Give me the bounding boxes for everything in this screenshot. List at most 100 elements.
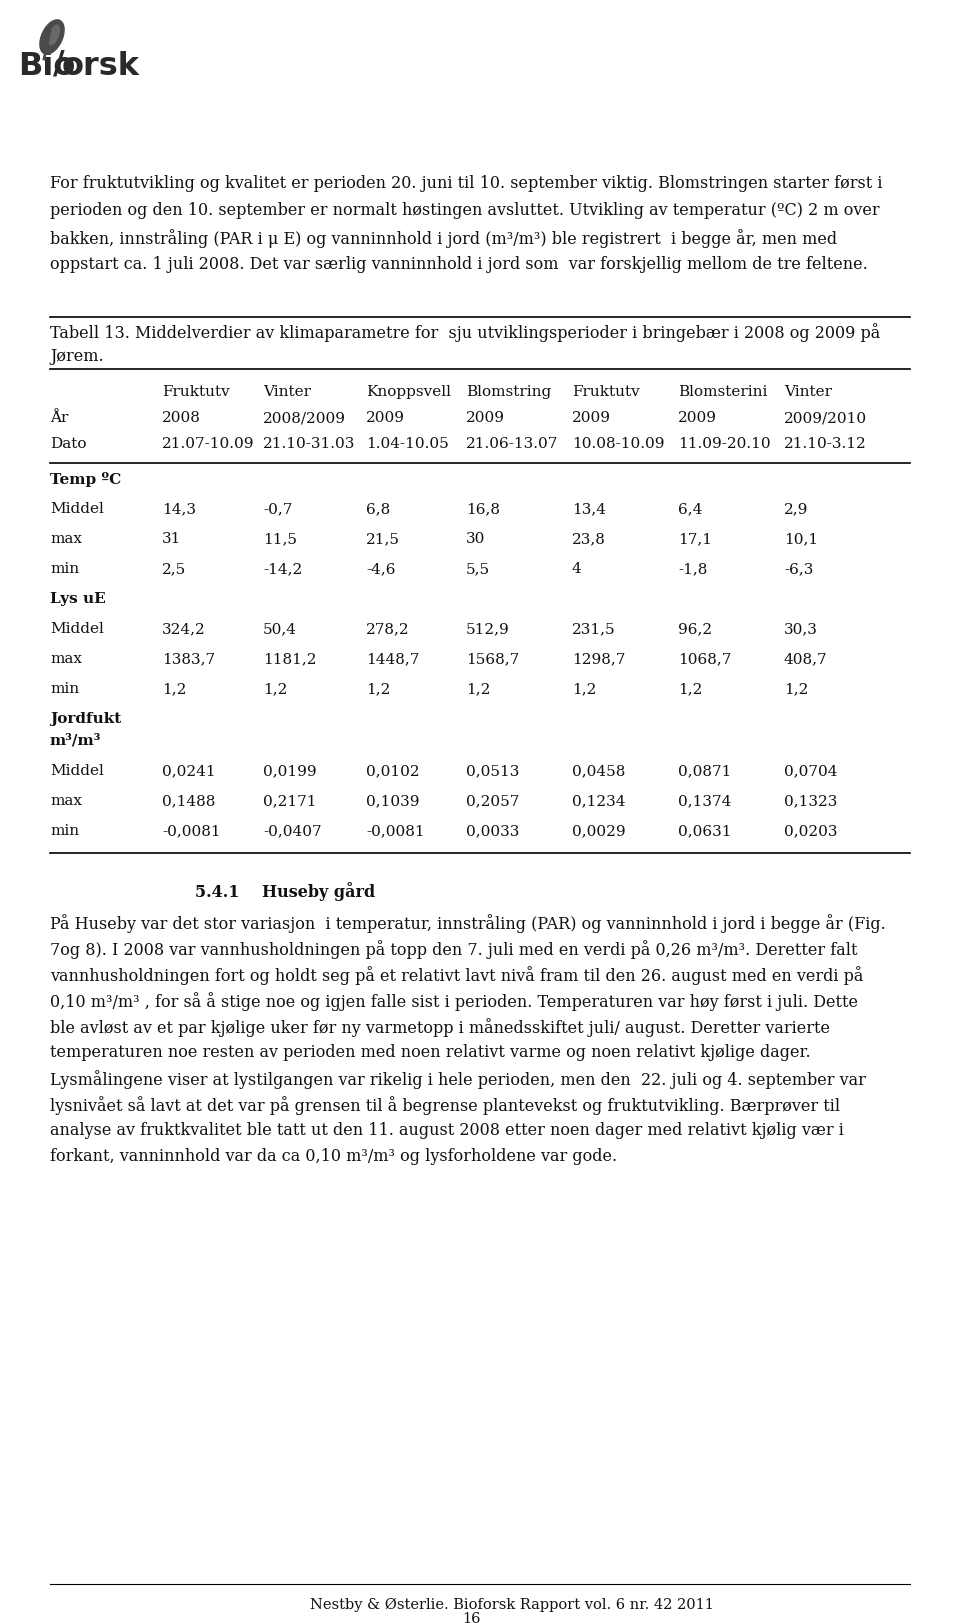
Text: 1568,7: 1568,7 — [466, 651, 519, 665]
Text: 1448,7: 1448,7 — [366, 651, 420, 665]
Text: analyse av fruktkvalitet ble tatt ut den 11. august 2008 etter noen dager med re: analyse av fruktkvalitet ble tatt ut den… — [50, 1121, 844, 1138]
Text: 1,2: 1,2 — [678, 682, 703, 696]
Text: 21,5: 21,5 — [366, 532, 400, 545]
Text: På Huseby var det stor variasjon  i temperatur, innstråling (PAR) og vanninnhold: På Huseby var det stor variasjon i tempe… — [50, 914, 886, 932]
Text: 278,2: 278,2 — [366, 622, 410, 636]
Text: 7og 8). I 2008 var vannhusholdningen på topp den 7. juli med en verdi på 0,26 m³: 7og 8). I 2008 var vannhusholdningen på … — [50, 940, 857, 958]
Text: max: max — [50, 794, 82, 808]
Text: 10.08-10.09: 10.08-10.09 — [572, 437, 664, 451]
Text: Bio: Bio — [18, 50, 76, 81]
Text: 1,2: 1,2 — [466, 682, 491, 696]
Text: max: max — [50, 532, 82, 545]
Text: orsk: orsk — [62, 50, 140, 81]
Text: År: År — [50, 411, 68, 425]
Text: -0,0407: -0,0407 — [263, 823, 322, 837]
Text: 324,2: 324,2 — [162, 622, 205, 636]
Text: 11,5: 11,5 — [263, 532, 297, 545]
Text: min: min — [50, 682, 79, 696]
Text: -0,7: -0,7 — [263, 502, 293, 516]
Text: 408,7: 408,7 — [784, 651, 828, 665]
Text: 5.4.1    Huseby gård: 5.4.1 Huseby gård — [195, 881, 375, 901]
Text: Jørem.: Jørem. — [50, 347, 104, 365]
Text: 1383,7: 1383,7 — [162, 651, 215, 665]
Text: 17,1: 17,1 — [678, 532, 712, 545]
Text: 2,5: 2,5 — [162, 562, 186, 576]
Text: Blomsterini: Blomsterini — [678, 385, 767, 399]
Text: 21.10-3.12: 21.10-3.12 — [784, 437, 867, 451]
Text: 1298,7: 1298,7 — [572, 651, 625, 665]
Text: min: min — [50, 823, 79, 837]
Text: 30: 30 — [466, 532, 486, 545]
Text: 1,2: 1,2 — [572, 682, 596, 696]
Text: bakken, innstråling (PAR i μ E) og vanninnhold i jord (m³/m³) ble registrert  i : bakken, innstråling (PAR i μ E) og vanni… — [50, 229, 837, 248]
Text: 2009: 2009 — [466, 411, 505, 425]
Ellipse shape — [48, 26, 60, 47]
Text: -0,0081: -0,0081 — [366, 823, 424, 837]
Text: Jordfukt: Jordfukt — [50, 711, 121, 725]
Text: Temp ºC: Temp ºC — [50, 472, 121, 487]
Text: 21.07-10.09: 21.07-10.09 — [162, 437, 254, 451]
Text: -6,3: -6,3 — [784, 562, 813, 576]
Text: temperaturen noe resten av perioden med noen relativt varme og noen relativt kjø: temperaturen noe resten av perioden med … — [50, 1044, 810, 1060]
Text: perioden og den 10. september er normalt høstingen avsluttet. Utvikling av tempe: perioden og den 10. september er normalt… — [50, 201, 879, 219]
Text: 0,1488: 0,1488 — [162, 794, 215, 808]
Text: 23,8: 23,8 — [572, 532, 606, 545]
Text: 2008/2009: 2008/2009 — [263, 411, 346, 425]
Text: 512,9: 512,9 — [466, 622, 510, 636]
Text: 2009: 2009 — [572, 411, 611, 425]
Text: 4: 4 — [572, 562, 582, 576]
Text: Middel: Middel — [50, 622, 104, 636]
Text: 0,0033: 0,0033 — [466, 823, 519, 837]
Text: 0,1234: 0,1234 — [572, 794, 626, 808]
Text: 0,2057: 0,2057 — [466, 794, 519, 808]
Text: Middel: Middel — [50, 502, 104, 516]
Text: 0,1039: 0,1039 — [366, 794, 420, 808]
Text: 0,10 m³/m³ , for så å stige noe og igjen falle sist i perioden. Temperaturen var: 0,10 m³/m³ , for så å stige noe og igjen… — [50, 992, 858, 1010]
Text: 96,2: 96,2 — [678, 622, 712, 636]
Text: 13,4: 13,4 — [572, 502, 606, 516]
Text: 0,0029: 0,0029 — [572, 823, 626, 837]
Text: lysnivået så lavt at det var på grensen til å begrense plantevekst og fruktutvik: lysnivået så lavt at det var på grensen … — [50, 1096, 840, 1115]
Text: 11.09-20.10: 11.09-20.10 — [678, 437, 771, 451]
Text: oppstart ca. 1 juli 2008. Det var særlig vanninnhold i jord som  var forskjellig: oppstart ca. 1 juli 2008. Det var særlig… — [50, 256, 868, 273]
Text: 2009: 2009 — [366, 411, 405, 425]
Text: min: min — [50, 562, 79, 576]
Text: 0,1374: 0,1374 — [678, 794, 732, 808]
Text: vannhusholdningen fort og holdt seg på et relativt lavt nivå fram til den 26. au: vannhusholdningen fort og holdt seg på e… — [50, 966, 863, 984]
Text: 31: 31 — [162, 532, 181, 545]
Text: 0,0199: 0,0199 — [263, 763, 317, 777]
Text: Fruktutv: Fruktutv — [162, 385, 229, 399]
Text: 2008: 2008 — [162, 411, 201, 425]
Text: 1181,2: 1181,2 — [263, 651, 317, 665]
Text: Middel: Middel — [50, 763, 104, 777]
Text: 0,0203: 0,0203 — [784, 823, 837, 837]
Ellipse shape — [39, 19, 65, 55]
Text: 0,2171: 0,2171 — [263, 794, 317, 808]
Text: 16: 16 — [462, 1612, 481, 1623]
Text: -1,8: -1,8 — [678, 562, 708, 576]
Text: m³/m³: m³/m³ — [50, 734, 102, 748]
Text: 6,8: 6,8 — [366, 502, 391, 516]
Text: 0,1323: 0,1323 — [784, 794, 837, 808]
Text: 1,2: 1,2 — [366, 682, 391, 696]
Text: 1.04-10.05: 1.04-10.05 — [366, 437, 448, 451]
Text: Lysmålingene viser at lystilgangen var rikelig i hele perioden, men den  22. jul: Lysmålingene viser at lystilgangen var r… — [50, 1070, 866, 1089]
Text: Tabell 13. Middelverdier av klimaparametre for  sju utviklingsperioder i bringeb: Tabell 13. Middelverdier av klimaparamet… — [50, 323, 880, 342]
Text: -4,6: -4,6 — [366, 562, 396, 576]
Text: -14,2: -14,2 — [263, 562, 302, 576]
Text: 50,4: 50,4 — [263, 622, 297, 636]
Text: 1,2: 1,2 — [263, 682, 287, 696]
Text: 231,5: 231,5 — [572, 622, 615, 636]
Text: Vinter: Vinter — [263, 385, 311, 399]
Text: 0,0241: 0,0241 — [162, 763, 216, 777]
Text: 5,5: 5,5 — [466, 562, 491, 576]
Text: 0,0458: 0,0458 — [572, 763, 625, 777]
Text: 1,2: 1,2 — [784, 682, 808, 696]
Text: Fruktutv: Fruktutv — [572, 385, 639, 399]
Text: 6,4: 6,4 — [678, 502, 703, 516]
Text: 2,9: 2,9 — [784, 502, 808, 516]
Text: 0,0631: 0,0631 — [678, 823, 732, 837]
Text: Dato: Dato — [50, 437, 86, 451]
Text: 2009: 2009 — [678, 411, 717, 425]
Text: 1068,7: 1068,7 — [678, 651, 732, 665]
